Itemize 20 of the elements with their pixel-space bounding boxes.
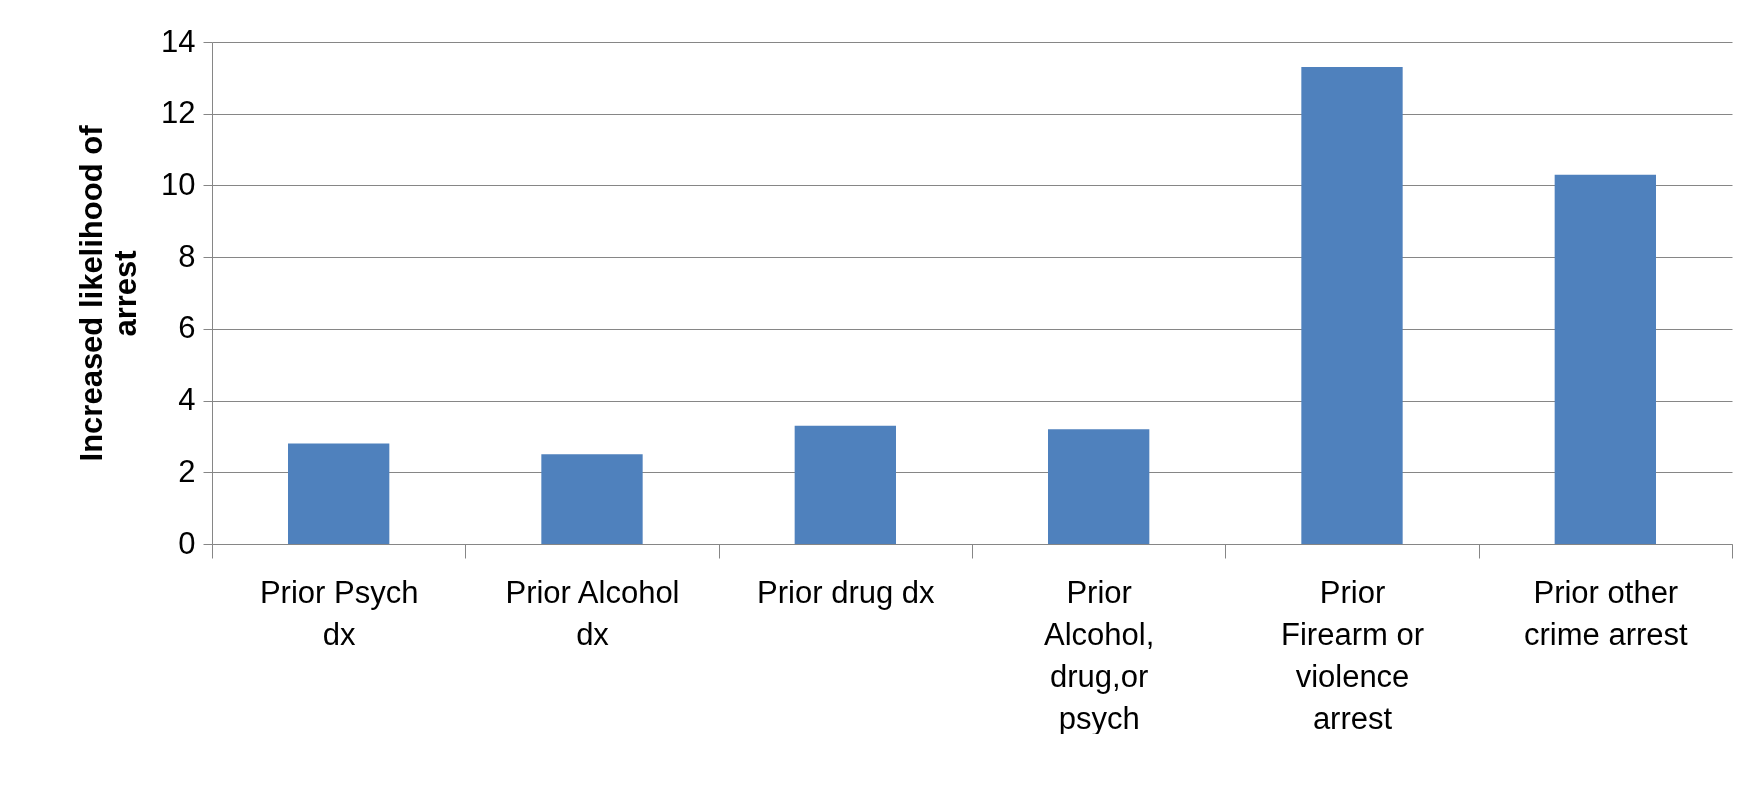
x-tick-label: Prior other crime arrest: [1524, 574, 1689, 652]
x-tick-label: Prior drug dx: [757, 574, 936, 610]
y-tick-label: 10: [161, 166, 196, 202]
y-tick-label: 14: [161, 23, 196, 59]
x-tick-label: Prior Firearm or violence arrest: [1281, 574, 1424, 736]
y-tick-label: 4: [178, 382, 196, 418]
bar: [541, 454, 643, 544]
y-tick-label: 0: [178, 525, 196, 561]
bar: [1301, 67, 1403, 544]
y-tick-label: 2: [178, 453, 196, 489]
y-tick-label: 8: [178, 238, 196, 274]
bar: [1554, 174, 1656, 544]
bar: [1048, 429, 1150, 544]
x-tick-label: Prior Alcohol dx: [505, 574, 680, 652]
bar: [288, 443, 390, 544]
y-axis-title: Increased likelihood of arrest: [74, 124, 144, 462]
y-tick-label: 12: [161, 95, 196, 131]
bar: [794, 425, 896, 544]
y-tick-label: 6: [178, 310, 196, 346]
x-tick-label: Prior Psych dx: [259, 574, 419, 652]
